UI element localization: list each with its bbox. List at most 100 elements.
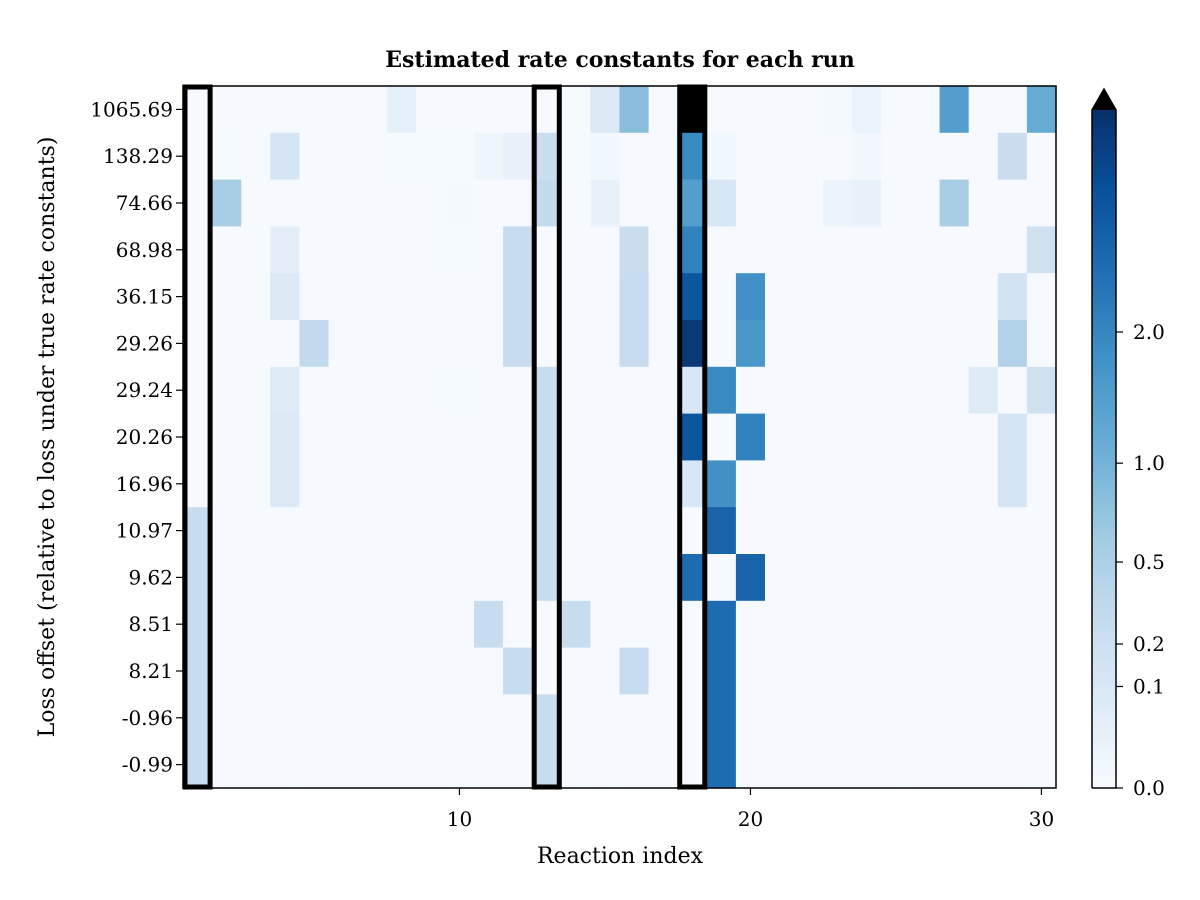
x-tick-label: 30 bbox=[1029, 807, 1054, 831]
heatmap-cell bbox=[852, 460, 882, 508]
heatmap-cell bbox=[648, 554, 679, 602]
heatmap-cell bbox=[503, 226, 533, 274]
heatmap-cell bbox=[735, 179, 766, 227]
heatmap-cell bbox=[619, 507, 650, 555]
heatmap-cell bbox=[968, 320, 999, 368]
heatmap-cell bbox=[910, 179, 941, 227]
heatmap-cell bbox=[415, 694, 446, 742]
heatmap-cell bbox=[357, 554, 388, 602]
heatmap-cell bbox=[299, 179, 330, 227]
heatmap-cell bbox=[1026, 86, 1057, 134]
heatmap-cell bbox=[386, 132, 417, 181]
heatmap-cell bbox=[386, 694, 417, 742]
heatmap-cell bbox=[270, 413, 300, 461]
heatmap-cell bbox=[1026, 179, 1057, 227]
heatmap-cell bbox=[823, 507, 853, 555]
heatmap-cell bbox=[415, 179, 446, 227]
heatmap-cell bbox=[910, 694, 941, 742]
heatmap-cell bbox=[794, 226, 824, 274]
heatmap-cell bbox=[823, 86, 853, 134]
heatmap-cell bbox=[561, 226, 591, 274]
heatmap-cell bbox=[852, 507, 882, 555]
heatmap-cell bbox=[241, 507, 271, 555]
heatmap-cell bbox=[415, 413, 446, 461]
heatmap-cell bbox=[910, 132, 941, 181]
heatmap-cell bbox=[212, 647, 242, 695]
colorbar-tick-label: 0.5 bbox=[1133, 550, 1165, 574]
heatmap-cell bbox=[299, 320, 330, 368]
heatmap-cell bbox=[1026, 320, 1057, 368]
x-axis-ticks: 10 20 30 bbox=[447, 788, 1054, 831]
heatmap-cell bbox=[474, 554, 504, 602]
heatmap-cell bbox=[241, 460, 271, 508]
heatmap-cell bbox=[212, 554, 242, 602]
y-tick-label: 74.66 bbox=[116, 191, 173, 215]
heatmap-cell bbox=[765, 86, 795, 134]
heatmap-cell bbox=[474, 507, 504, 555]
heatmap-cell bbox=[852, 366, 882, 415]
heatmap-cell bbox=[968, 366, 999, 415]
heatmap-cell bbox=[706, 320, 737, 368]
heatmap-cell bbox=[444, 273, 475, 321]
heatmap-cell bbox=[415, 647, 446, 695]
heatmap-cell bbox=[561, 366, 591, 415]
heatmap-cell bbox=[270, 554, 300, 602]
heatmap-cell bbox=[270, 273, 300, 321]
heatmap-cell bbox=[619, 413, 650, 461]
heatmap-cell bbox=[910, 460, 941, 508]
heatmap-cell bbox=[910, 554, 941, 602]
heatmap-cell bbox=[299, 694, 330, 742]
y-tick-label: 8.21 bbox=[128, 659, 173, 683]
heatmap-cell bbox=[270, 86, 300, 134]
heatmap-cell bbox=[794, 320, 824, 368]
heatmap-cell bbox=[765, 366, 795, 415]
heatmap-cell bbox=[328, 179, 359, 227]
colorbar-tick-label: 0.2 bbox=[1133, 632, 1165, 656]
heatmap-cell bbox=[997, 132, 1028, 181]
heatmap-cell bbox=[910, 366, 941, 415]
heatmap-cell bbox=[415, 600, 446, 649]
heatmap-cell bbox=[1026, 460, 1057, 508]
heatmap-cell bbox=[823, 694, 853, 742]
heatmap-cell bbox=[939, 647, 970, 695]
heatmap-cell bbox=[590, 320, 621, 368]
heatmap-cell bbox=[648, 366, 679, 415]
heatmap-cell bbox=[299, 86, 330, 134]
heatmap-cell bbox=[474, 366, 504, 415]
heatmap-cell bbox=[910, 507, 941, 555]
y-tick-label: 8.51 bbox=[128, 612, 173, 636]
heatmap-cell bbox=[852, 741, 882, 789]
heatmap-cells bbox=[183, 86, 1057, 789]
heatmap-cell bbox=[561, 554, 591, 602]
heatmap-cell bbox=[503, 413, 533, 461]
heatmap-cell bbox=[386, 86, 417, 134]
heatmap-cell bbox=[212, 132, 242, 181]
heatmap-cell bbox=[444, 226, 475, 274]
heatmap-cell bbox=[212, 320, 242, 368]
heatmap-cell bbox=[881, 554, 912, 602]
heatmap-cell bbox=[241, 647, 271, 695]
heatmap-cell bbox=[474, 179, 504, 227]
heatmap-cell bbox=[212, 179, 242, 227]
heatmap-cell bbox=[968, 507, 999, 555]
heatmap-cell bbox=[968, 694, 999, 742]
heatmap-cell bbox=[648, 507, 679, 555]
heatmap-cell bbox=[503, 694, 533, 742]
heatmap-cell bbox=[997, 366, 1028, 415]
heatmap-cell bbox=[706, 741, 737, 789]
heatmap-cell bbox=[270, 600, 300, 649]
heatmap-cell bbox=[503, 507, 533, 555]
heatmap-cell bbox=[444, 600, 475, 649]
heatmap-cell bbox=[735, 226, 766, 274]
heatmap-cell bbox=[765, 694, 795, 742]
heatmap-cell bbox=[444, 741, 475, 789]
heatmap-cell bbox=[444, 366, 475, 415]
heatmap-cell bbox=[997, 507, 1028, 555]
heatmap-cell bbox=[328, 86, 359, 134]
heatmap-cell bbox=[939, 273, 970, 321]
heatmap-cell bbox=[852, 413, 882, 461]
heatmap-cell bbox=[357, 179, 388, 227]
heatmap-cell bbox=[561, 273, 591, 321]
heatmap-cell bbox=[794, 86, 824, 134]
heatmap-cell bbox=[939, 366, 970, 415]
